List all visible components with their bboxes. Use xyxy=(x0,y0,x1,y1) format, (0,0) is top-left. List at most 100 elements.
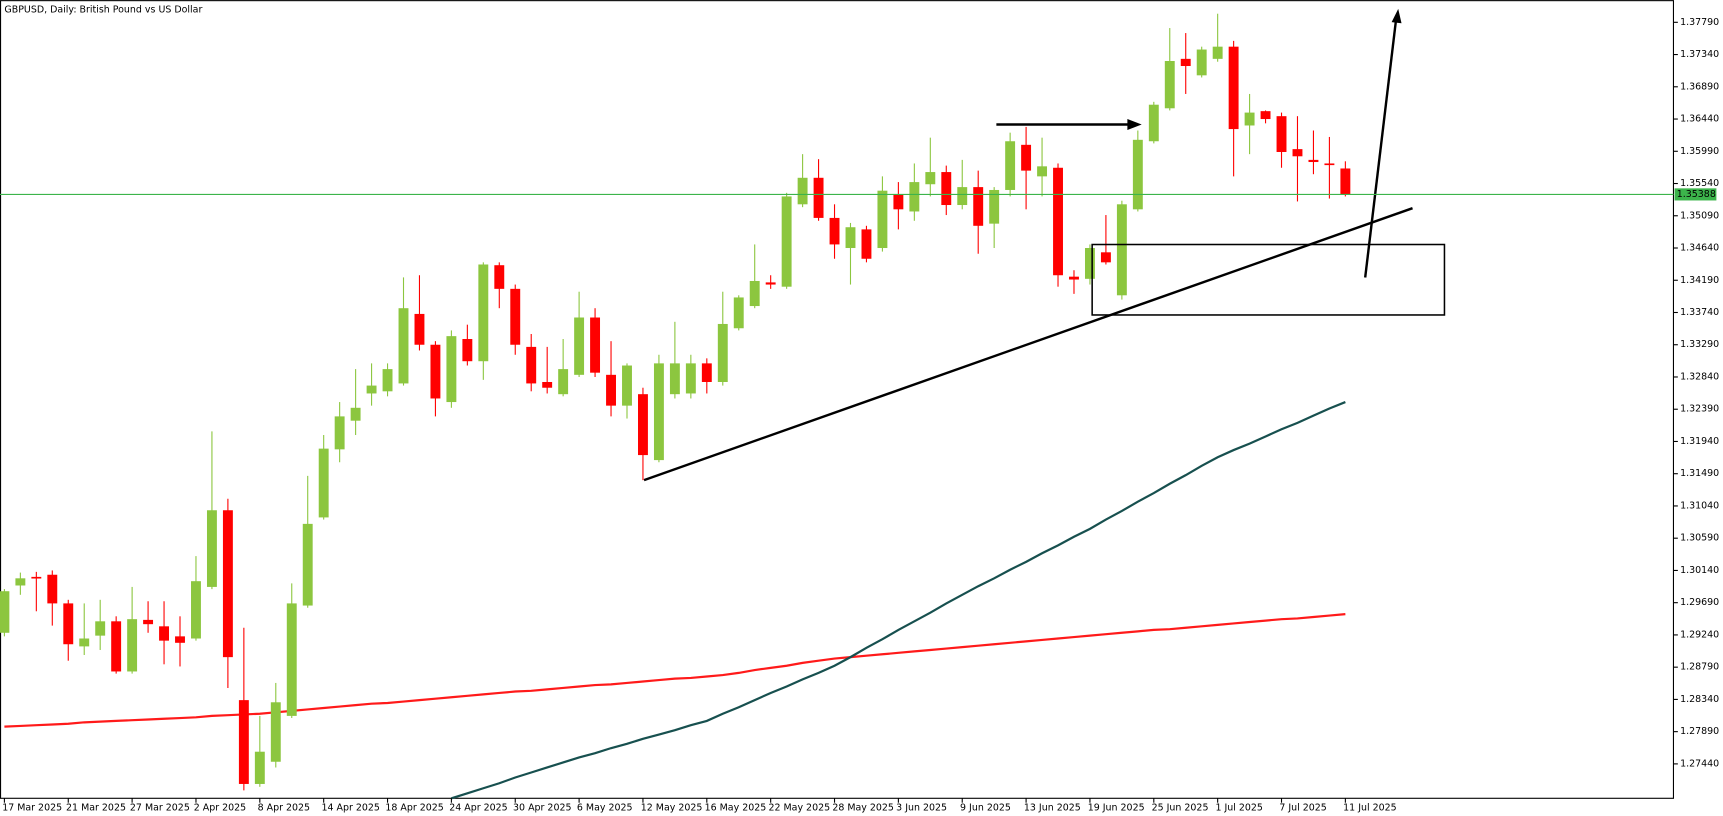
candle-body xyxy=(270,702,281,762)
y-tick-label: 1.31940 xyxy=(1680,436,1719,447)
candle-body xyxy=(749,280,760,307)
y-tick-label: 1.35090 xyxy=(1680,210,1719,221)
candle-body xyxy=(797,177,808,205)
y-tick-label: 1.34640 xyxy=(1680,243,1719,254)
candle-body xyxy=(302,523,313,606)
x-tick-label: 18 Apr 2025 xyxy=(385,803,443,814)
candle-body xyxy=(1260,111,1271,120)
x-tick-label: 25 Jun 2025 xyxy=(1152,803,1209,814)
candle-body xyxy=(669,363,680,395)
candle-body xyxy=(350,407,361,421)
current-price-box xyxy=(1674,188,1717,201)
arrow-line xyxy=(1363,19,1398,278)
candle-body xyxy=(286,603,297,716)
y-tick-label: 1.33290 xyxy=(1680,339,1719,350)
arrow-head xyxy=(1391,8,1402,24)
candle-body xyxy=(638,394,648,456)
y-tick-label: 1.30590 xyxy=(1680,533,1719,544)
candle-body xyxy=(925,172,936,185)
candle-body xyxy=(63,603,74,645)
x-tick-label: 13 Jun 2025 xyxy=(1024,803,1081,814)
candle-body xyxy=(1116,204,1127,296)
candle-body xyxy=(1292,149,1303,157)
candle-body xyxy=(1212,46,1223,59)
y-tick-label: 1.28790 xyxy=(1680,662,1719,673)
candle-body xyxy=(1308,159,1319,163)
candle-body xyxy=(382,369,393,392)
y-tick-label: 1.32840 xyxy=(1680,371,1719,382)
y-tick-label: 1.31040 xyxy=(1680,500,1719,511)
candle-body xyxy=(1100,252,1111,263)
x-tick-label: 30 Apr 2025 xyxy=(513,803,571,814)
candle-body xyxy=(31,576,42,579)
y-tick-label: 1.29240 xyxy=(1680,629,1719,640)
candle-body xyxy=(414,313,425,345)
x-tick-label: 1 Jul 2025 xyxy=(1215,803,1263,814)
candle-body xyxy=(510,288,521,345)
y-tick-label: 1.34190 xyxy=(1680,275,1719,286)
x-tick-label: 17 Mar 2025 xyxy=(2,803,62,814)
candle-body xyxy=(79,638,90,647)
plot-frame xyxy=(0,0,1675,799)
candle-body xyxy=(685,363,696,394)
y-tick-label: 1.35990 xyxy=(1680,146,1719,157)
x-tick-label: 21 Mar 2025 xyxy=(66,803,126,814)
candle-body xyxy=(542,381,553,388)
candle-body xyxy=(334,416,345,450)
annotations xyxy=(643,8,1446,482)
moving-average xyxy=(4,613,1346,728)
candle-body xyxy=(893,194,904,210)
candle-body xyxy=(175,636,185,643)
candle-body xyxy=(781,196,792,287)
candle-body xyxy=(845,227,856,249)
candle-body xyxy=(1276,116,1287,152)
candle-body xyxy=(111,621,122,672)
candle-body xyxy=(989,189,1000,224)
y-tick-label: 1.31490 xyxy=(1680,468,1719,479)
y-tick-label: 1.30140 xyxy=(1680,565,1719,576)
x-tick-label: 27 Mar 2025 xyxy=(130,803,190,814)
y-tick-label: 1.32390 xyxy=(1680,404,1719,415)
candle-body xyxy=(462,339,473,362)
trend-line xyxy=(643,207,1413,482)
candle-body xyxy=(1084,248,1095,279)
x-tick-label: 14 Apr 2025 xyxy=(321,803,379,814)
y-tick-label: 1.33740 xyxy=(1680,307,1719,318)
x-tick-label: 7 Jul 2025 xyxy=(1279,803,1327,814)
candle-body xyxy=(254,751,265,784)
candle-body xyxy=(941,172,952,206)
candle-body xyxy=(478,264,489,362)
x-tick-label: 16 May 2025 xyxy=(705,803,767,814)
candle-body xyxy=(733,297,744,329)
candle-body xyxy=(127,619,138,672)
plot-area xyxy=(0,13,1351,800)
arrow-head xyxy=(1127,118,1142,131)
candle-body xyxy=(1196,49,1207,76)
y-tick-label: 1.37790 xyxy=(1680,17,1719,28)
candle-body xyxy=(1324,163,1335,166)
candle-body xyxy=(717,323,728,382)
candle-body xyxy=(1021,144,1032,171)
x-tick-label: 22 May 2025 xyxy=(768,803,830,814)
candle-body xyxy=(861,229,872,259)
x-tick-label: 24 Apr 2025 xyxy=(449,803,507,814)
candle-body xyxy=(222,510,233,658)
candle-body xyxy=(701,363,712,382)
candle-body xyxy=(909,182,920,212)
x-tick-label: 12 May 2025 xyxy=(641,803,703,814)
candle-body xyxy=(159,626,169,641)
x-tick-label: 11 Jul 2025 xyxy=(1343,803,1397,814)
candle-body xyxy=(1228,46,1239,130)
candle-body xyxy=(957,187,968,206)
candle-body xyxy=(829,217,840,245)
candle-body xyxy=(318,448,329,518)
x-tick-label: 2 Apr 2025 xyxy=(194,803,246,814)
candle-body xyxy=(366,385,377,394)
y-tick-label: 1.37340 xyxy=(1680,49,1719,60)
candle-body xyxy=(430,344,441,399)
candle-body xyxy=(606,374,616,406)
candle-body xyxy=(877,190,888,249)
candle-body xyxy=(1069,276,1079,280)
